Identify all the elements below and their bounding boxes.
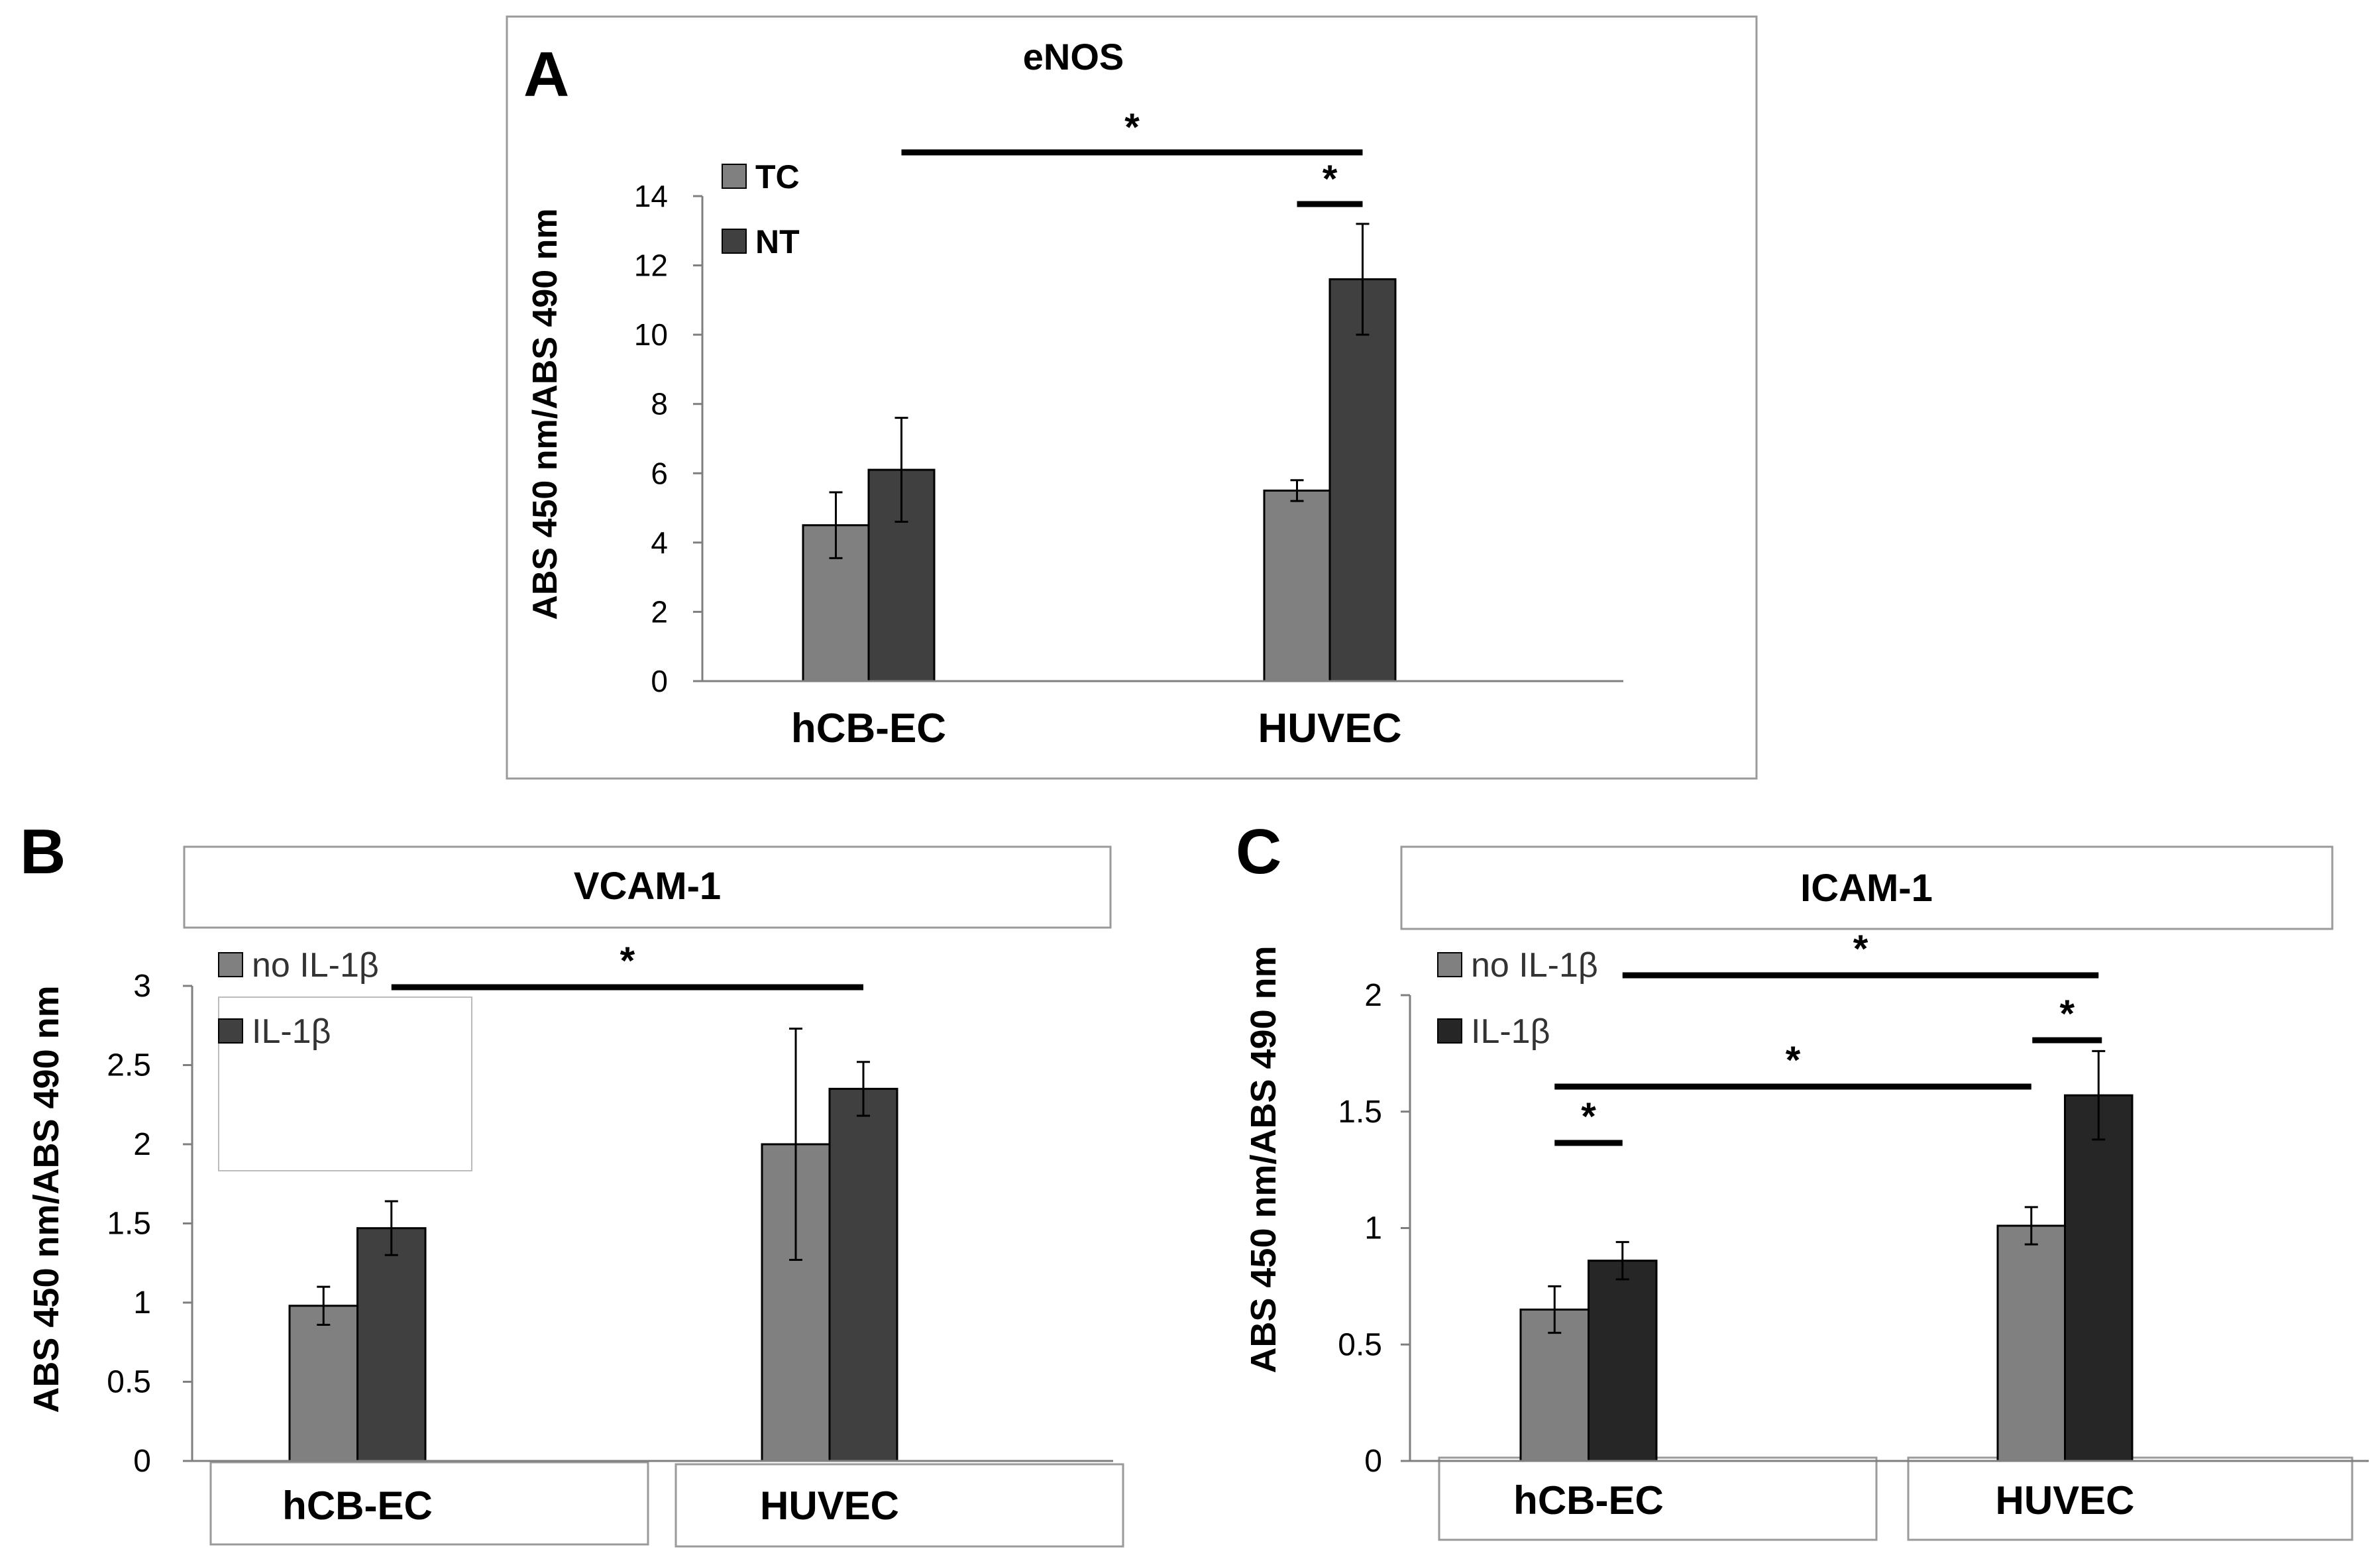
panel-c-letter: C — [1236, 816, 1281, 887]
panel-b-title-box — [183, 845, 1112, 929]
panel-c-category-box-1 — [1438, 1456, 1878, 1541]
significance-label: * — [1853, 928, 1868, 971]
panel-c-title-box — [1400, 845, 2334, 930]
y-tick-label: 2 — [133, 1127, 151, 1162]
panel-c: C ICAM-1 ABS 450 nm/ABS 490 nm 0 0.5 1 1.5 2… — [1236, 816, 2369, 1541]
bar — [1996, 1224, 2066, 1462]
y-tick-label: 12 — [634, 248, 668, 283]
y-tick-label: 2 — [1364, 978, 1382, 1013]
significance-label: * — [1581, 1095, 1596, 1138]
legend-label: IL-1β — [1471, 1012, 1550, 1051]
y-tick-label: 10 — [634, 317, 668, 352]
bar — [828, 1087, 898, 1462]
significance-label: * — [2059, 993, 2075, 1036]
bar — [1519, 1309, 1590, 1462]
legend-label: IL-1β — [252, 1012, 331, 1051]
category-label: HUVEC — [1258, 706, 1401, 751]
y-tick-label: 0 — [1364, 1444, 1382, 1479]
y-tick-label: 1.5 — [1338, 1095, 1382, 1130]
significance-label: * — [1124, 106, 1140, 149]
panel-c-ylabel: ABS 450 nm/ABS 490 nm — [1244, 945, 1283, 1373]
legend-label: TC — [755, 158, 800, 195]
category-label: hCB-EC — [791, 706, 946, 751]
bar — [2064, 1094, 2134, 1462]
y-tick-label: 2 — [651, 594, 668, 629]
y-tick-label: 6 — [651, 456, 668, 490]
y-tick-label: 2.5 — [107, 1048, 151, 1083]
significance-label: * — [1323, 158, 1338, 201]
panel-a-ylabel: ABS 450 nm/ABS 490 nm — [526, 208, 565, 619]
bar — [1588, 1260, 1658, 1462]
bar — [1263, 489, 1331, 682]
panel-a-title: eNOS — [1023, 36, 1124, 78]
bar — [1328, 278, 1397, 682]
panel-b-category-box-2 — [675, 1463, 1124, 1548]
y-tick-label: 4 — [651, 525, 668, 560]
y-tick-label: 1 — [1364, 1211, 1382, 1246]
y-tick-label: 0.5 — [1338, 1327, 1382, 1362]
panel-b-letter: B — [20, 816, 66, 887]
y-tick-label: 0.5 — [107, 1365, 151, 1400]
legend-swatch — [218, 1018, 243, 1044]
panel-b: B VCAM-1 ABS 450 nm/ABS 490 nm 0 0.5 1 1.5 2… — [20, 816, 1124, 1548]
legend-label: NT — [755, 223, 800, 260]
legend-swatch — [722, 229, 747, 254]
y-tick-label: 0 — [651, 664, 668, 698]
legend-swatch — [722, 164, 747, 189]
panel-c-plot: 0 0.5 1 1.5 2 hCB-EC HUVEC no IL-1β IL-1β * * * * — [1338, 928, 2369, 1523]
panel-a-frame — [506, 15, 1758, 780]
significance-label: * — [620, 940, 635, 983]
y-tick-label: 3 — [133, 969, 151, 1004]
legend-label: no IL-1β — [252, 946, 379, 985]
panel-b-category-box-1 — [209, 1461, 649, 1546]
legend-swatch — [1437, 952, 1462, 977]
y-tick-label: 14 — [634, 179, 668, 213]
y-tick-label: 8 — [651, 387, 668, 421]
y-tick-label: 0 — [133, 1444, 151, 1479]
bar — [356, 1227, 427, 1462]
category-label: HUVEC — [1995, 1478, 2134, 1523]
panel-b-plot: 0 0.5 1 1.5 2 2.5 3 hCB-EC HUVEC no IL-1β IL-1β * — [107, 940, 1113, 1528]
panel-b-ylabel: ABS 450 nm/ABS 490 nm — [27, 985, 66, 1413]
panel-a-letter: A — [523, 39, 569, 110]
y-tick-label: 1 — [133, 1285, 151, 1320]
category-label: HUVEC — [760, 1483, 899, 1528]
category-label: hCB-EC — [1513, 1478, 1664, 1523]
panel-b-title: VCAM-1 — [574, 865, 721, 908]
significance-label: * — [1786, 1039, 1801, 1082]
legend-swatch — [218, 952, 243, 977]
panel-c-title: ICAM-1 — [1800, 867, 1933, 910]
bar — [288, 1305, 358, 1462]
panel-a-plot: 0 2 4 6 8 10 12 14 hCB-EC HUVEC TC NT * * — [634, 106, 1623, 751]
legend-swatch — [1437, 1018, 1462, 1044]
panel-a: A eNOS ABS 450 nm/ABS 490 nm 0 2 4 6 8 10 12 14… — [506, 15, 1758, 780]
panel-b-legend-box — [218, 996, 472, 1171]
legend-label: no IL-1β — [1471, 946, 1598, 985]
y-tick-label: 1.5 — [107, 1207, 151, 1242]
category-label: hCB-EC — [282, 1483, 433, 1528]
